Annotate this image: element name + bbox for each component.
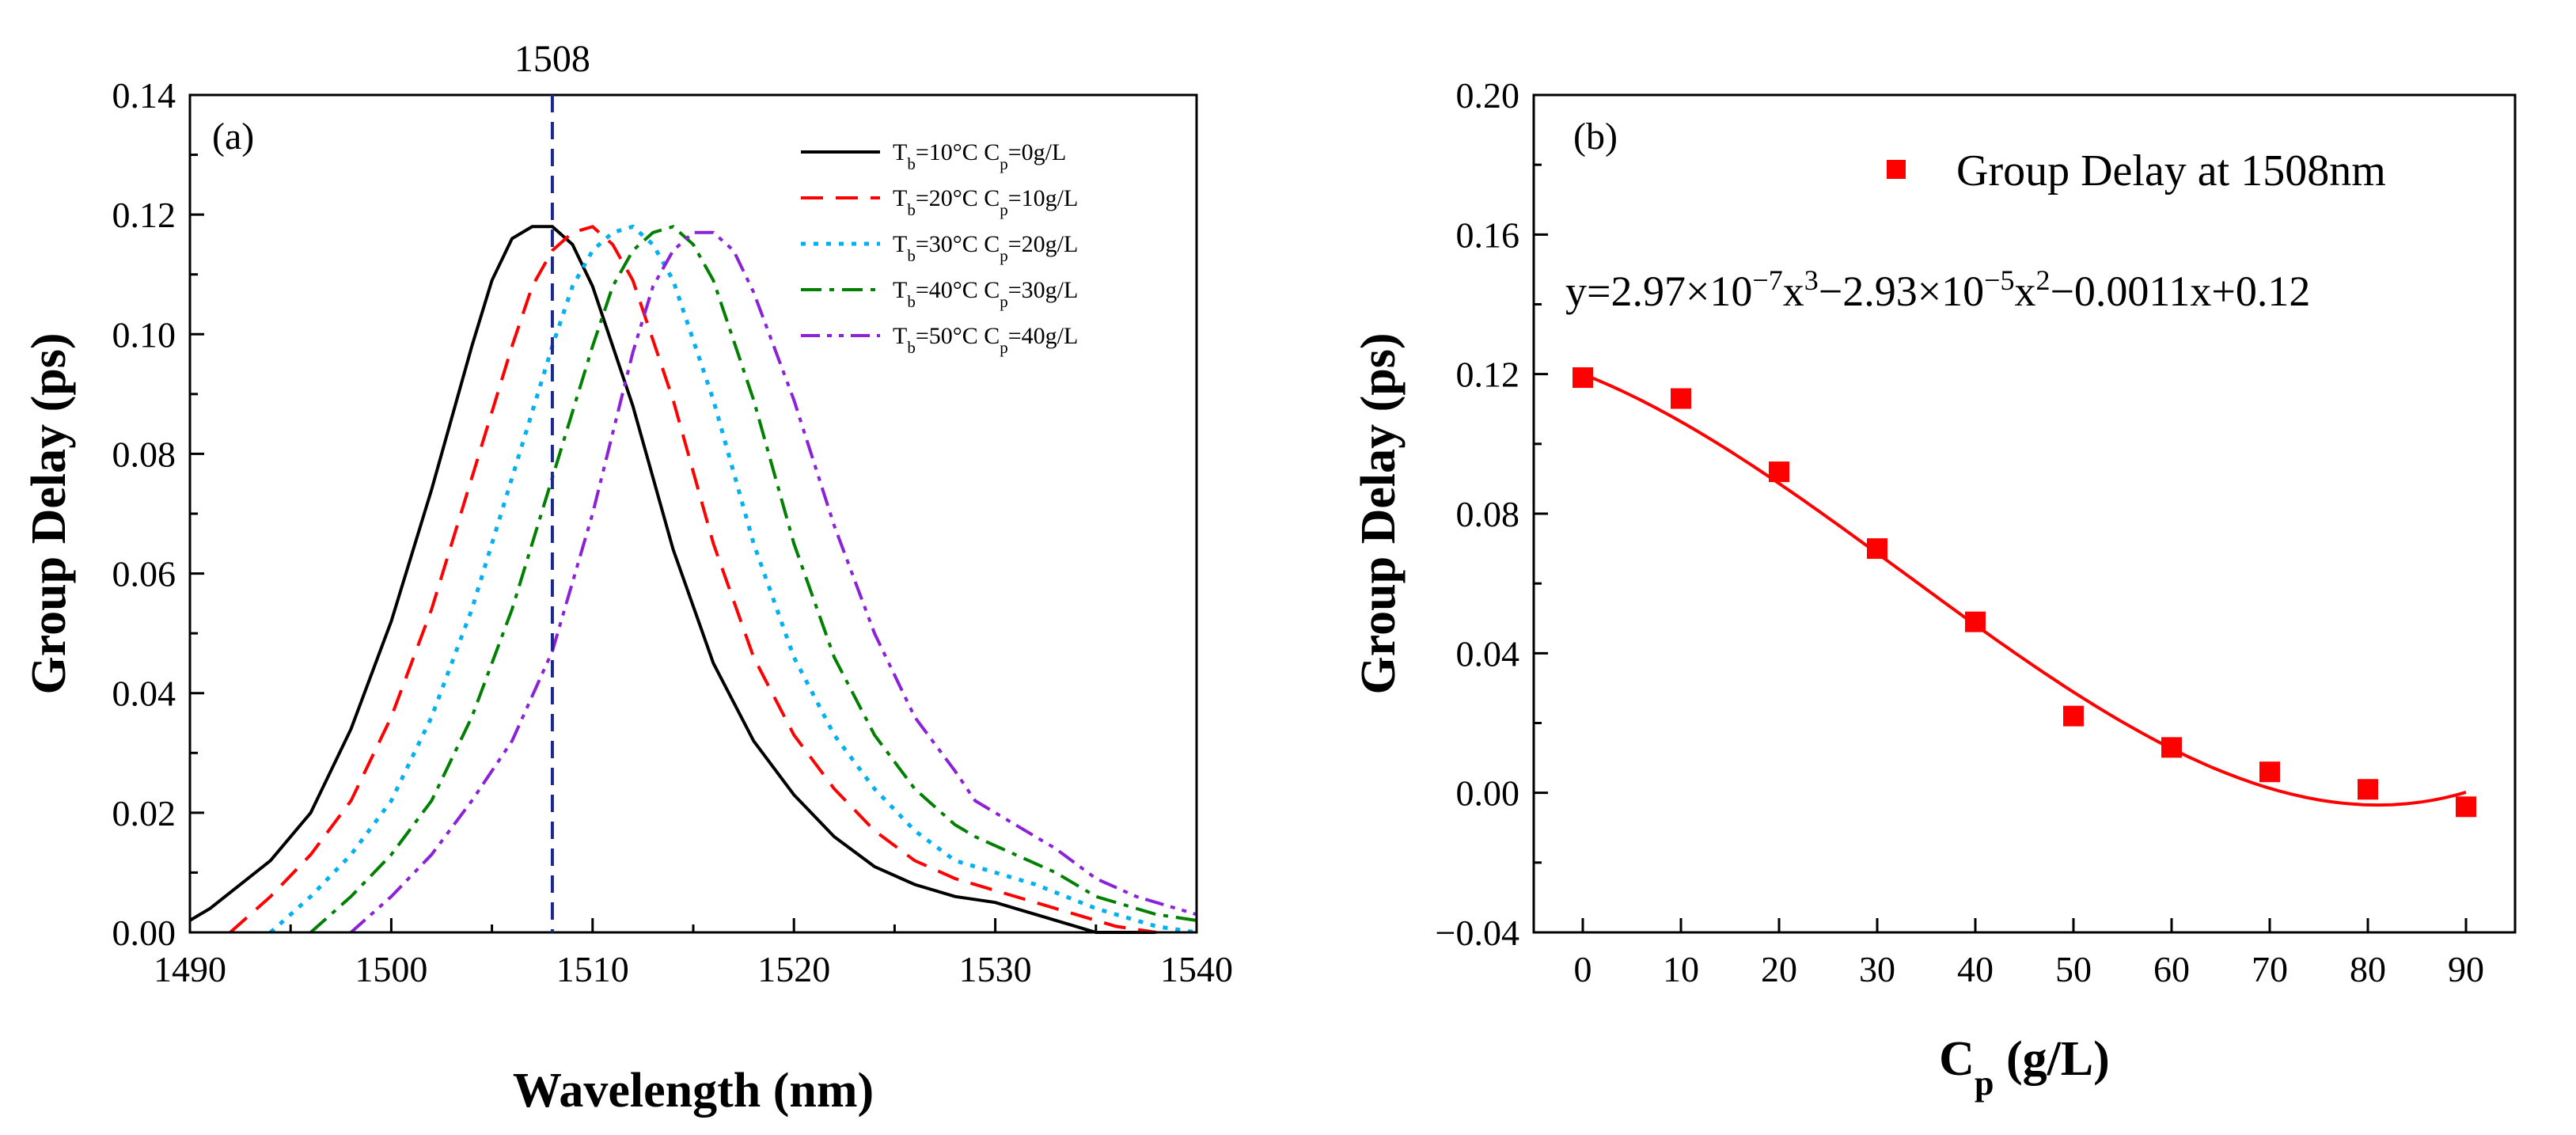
panel-a-y-axis-title: Group Delay (ps): [22, 332, 76, 694]
panel-a-x-tick-label: 1520: [757, 949, 830, 989]
panel-b-y-tick-label: 0.12: [1456, 355, 1520, 395]
panel-b-ticks: 0 10 20 30 40 50 60 70 80 90 −0.04 0.00 0.04 0.08 0.12…: [1436, 75, 2484, 989]
panel-b-x-tick-label: 40: [1957, 949, 1994, 989]
panel-b-legend-marker: [1887, 160, 1906, 179]
panel-a-series-2-line: [229, 225, 1157, 934]
panel-a-plot-frame: [188, 93, 1198, 934]
panel-a-y-tick-label: 0.08: [112, 434, 176, 474]
panel-b-x-tick-label: 0: [1574, 949, 1592, 989]
panel-b-data-point: [2161, 737, 2182, 758]
panel-a-series-3-line: [269, 224, 1197, 935]
panel-b-fit-equation: y=2.97×10−7x3−2.93×10−5x2−0.0011x+0.12: [1565, 264, 2310, 315]
panel-b-x-tick-label: 20: [1761, 949, 1797, 989]
panel-b-data-point: [1769, 461, 1789, 483]
panel-a-x-axis-title: Wavelength (nm): [513, 1064, 874, 1118]
panel-a-series-1-line: [188, 225, 1157, 934]
panel-b-x-tick-label: 80: [2350, 949, 2386, 989]
panel-a-legend-label-1: Tb=10°C Cp=0g/L: [893, 139, 1066, 173]
panel-b: 0 10 20 30 40 50 60 70 80 90 −0.04 0.00 0.04 0.08 0.12…: [1352, 75, 2517, 1103]
panel-b-plot-frame: [1532, 93, 2517, 934]
panel-a-y-tick-label: 0.06: [112, 554, 176, 594]
panel-b-x-tick-label: 70: [2252, 949, 2288, 989]
panel-a-legend-label-3: Tb=30°C Cp=20g/L: [893, 231, 1078, 265]
panel-b-x-axis-title: Cp (g/L): [1939, 1032, 2110, 1103]
panel-b-points: [1573, 367, 2476, 818]
panel-a-y-tick-label: 0.00: [112, 913, 176, 953]
panel-b-label: (b): [1573, 116, 1618, 158]
panel-b-y-tick-label: 0.04: [1456, 633, 1520, 674]
panel-b-x-tick-label: 50: [2055, 949, 2092, 989]
panel-a-y-tick-label: 0.12: [112, 195, 176, 235]
panel-b-y-axis-title: Group Delay (ps): [1352, 332, 1406, 694]
panel-b-data-point: [1671, 388, 1691, 409]
panel-a: 1490 1500 1510 1520 1530 1540 0.00 0.02 0.04 0.06…: [22, 38, 1233, 1118]
panel-b-data-point: [1965, 611, 1986, 632]
panel-a-x-tick-label: 1500: [355, 949, 427, 989]
panel-b-y-tick-label: 0.08: [1456, 494, 1520, 534]
panel-b-fit-curve: [1582, 372, 2467, 807]
panel-a-series-5-line: [350, 230, 1197, 934]
panel-b-data-point: [2259, 761, 2280, 783]
panel-b-y-tick-label: 0.00: [1456, 773, 1520, 814]
panel-a-x-tick-label: 1510: [556, 949, 629, 989]
panel-a-x-tick-label: 1490: [154, 949, 226, 989]
panel-a-x-tick-label: 1540: [1160, 949, 1233, 989]
panel-b-x-tick-label: 30: [1859, 949, 1895, 989]
panel-a-y-tick-label: 0.10: [112, 314, 176, 355]
panel-b-data-point: [2063, 705, 2084, 727]
panel-a-ticks: 1490 1500 1510 1520 1530 1540 0.00 0.02 0.04 0.06…: [112, 75, 1234, 989]
panel-a-label: (a): [212, 116, 254, 158]
panel-b-y-tick-label: 0.20: [1456, 75, 1520, 116]
panel-a-y-tick-label: 0.14: [112, 75, 176, 116]
panel-a-series-4-line: [309, 225, 1197, 934]
panel-a-curves: [188, 224, 1197, 935]
panel-a-legend: Tb=10°C Cp=0g/L Tb=20°C Cp=10g/L Tb=30°C C…: [801, 139, 1078, 357]
panel-a-legend-label-4: Tb=40°C Cp=30g/L: [893, 277, 1078, 311]
panel-a-1508-annotation: 1508: [514, 38, 590, 80]
panel-a-legend-label-2: Tb=20°C Cp=10g/L: [893, 185, 1078, 219]
panel-a-x-tick-label: 1530: [959, 949, 1032, 989]
panel-b-x-tick-label: 10: [1663, 949, 1699, 989]
panel-b-x-tick-label: 90: [2448, 949, 2484, 989]
panel-b-data-point: [2358, 779, 2378, 800]
panel-b-legend-label: Group Delay at 1508nm: [1956, 146, 2386, 195]
panel-a-legend-label-5: Tb=50°C Cp=40g/L: [893, 323, 1078, 357]
panel-b-data-point: [1867, 538, 1887, 560]
panel-b-x-tick-label: 60: [2153, 949, 2190, 989]
panel-b-data-point: [1573, 367, 1593, 389]
panel-b-data-point: [2456, 796, 2476, 818]
panel-a-y-tick-label: 0.04: [112, 674, 176, 714]
panel-b-y-tick-label: 0.16: [1456, 214, 1520, 255]
panel-a-y-tick-label: 0.02: [112, 793, 176, 833]
panel-b-y-tick-label: −0.04: [1436, 913, 1519, 953]
